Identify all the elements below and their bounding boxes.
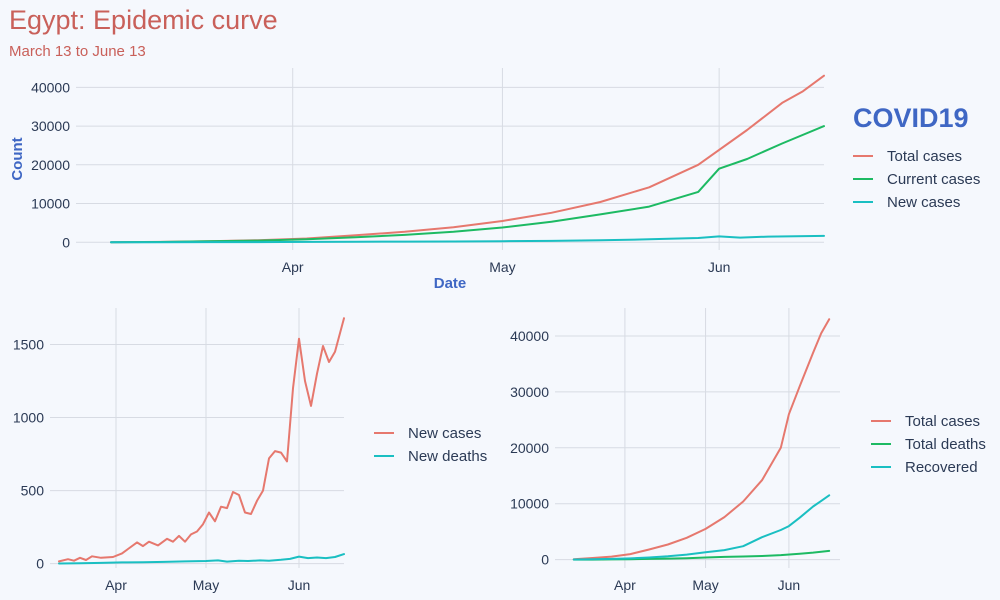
series-line-new-cases <box>58 317 345 563</box>
chart-subtitle: March 13 to June 13 <box>9 43 146 60</box>
y-tick-label: 10000 <box>510 496 549 512</box>
series-line-total-cases <box>572 318 831 561</box>
series-line-total-cases <box>110 74 825 244</box>
x-tick-label: May <box>193 577 219 593</box>
x-tick-label: May <box>692 577 718 593</box>
x-tick-label: Jun <box>288 577 311 593</box>
x-tick-label: Jun <box>708 259 731 275</box>
y-tick-label: 30000 <box>510 384 549 400</box>
legend-label: Total cases <box>905 413 980 430</box>
y-tick-label: 1000 <box>13 410 44 426</box>
legend-label: New cases <box>408 425 481 442</box>
y-tick-label: 500 <box>21 483 45 499</box>
series-line-new-deaths <box>58 553 345 565</box>
series-line-new-cases <box>110 234 825 244</box>
legend-label: Total cases <box>887 148 962 165</box>
legend-title: COVID19 <box>853 103 969 133</box>
y-tick-label: 20000 <box>31 157 70 173</box>
x-tick-label: Jun <box>778 577 801 593</box>
y-tick-label: 40000 <box>31 79 70 95</box>
legend-label: Total deaths <box>905 436 986 453</box>
y-tick-label: 30000 <box>31 118 70 134</box>
series-line-current-cases <box>110 125 825 244</box>
y-tick-label: 40000 <box>510 328 549 344</box>
x-tick-label: Apr <box>105 577 127 593</box>
legend-label: Recovered <box>905 459 978 476</box>
legend-label: New cases <box>887 194 960 211</box>
y-tick-label: 20000 <box>510 440 549 456</box>
y-tick-label: 0 <box>36 556 44 572</box>
y-axis-title: Count <box>9 137 26 180</box>
y-tick-label: 0 <box>541 552 549 568</box>
y-tick-label: 1500 <box>13 337 44 353</box>
legend-label: Current cases <box>887 171 980 188</box>
x-tick-label: Apr <box>614 577 636 593</box>
x-axis-title: Date <box>434 275 467 292</box>
series-line-recovered <box>572 494 831 561</box>
chart-title: Egypt: Epidemic curve <box>9 5 278 35</box>
x-tick-label: May <box>489 259 515 275</box>
legend-label: New deaths <box>408 448 487 465</box>
y-tick-label: 10000 <box>31 196 70 212</box>
x-tick-label: Apr <box>282 259 304 275</box>
y-tick-label: 0 <box>62 234 70 250</box>
